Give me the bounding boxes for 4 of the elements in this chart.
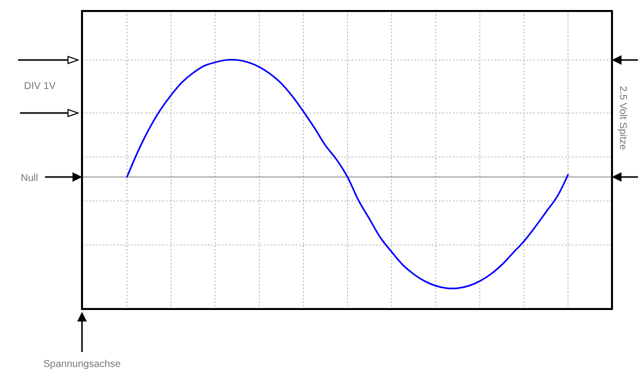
ref-line-label: Null <box>20 173 38 184</box>
text: Spannungsachse <box>43 359 122 370</box>
text: 2.5 Volt Spitze <box>617 86 628 150</box>
text: DIV 1V <box>24 81 56 92</box>
